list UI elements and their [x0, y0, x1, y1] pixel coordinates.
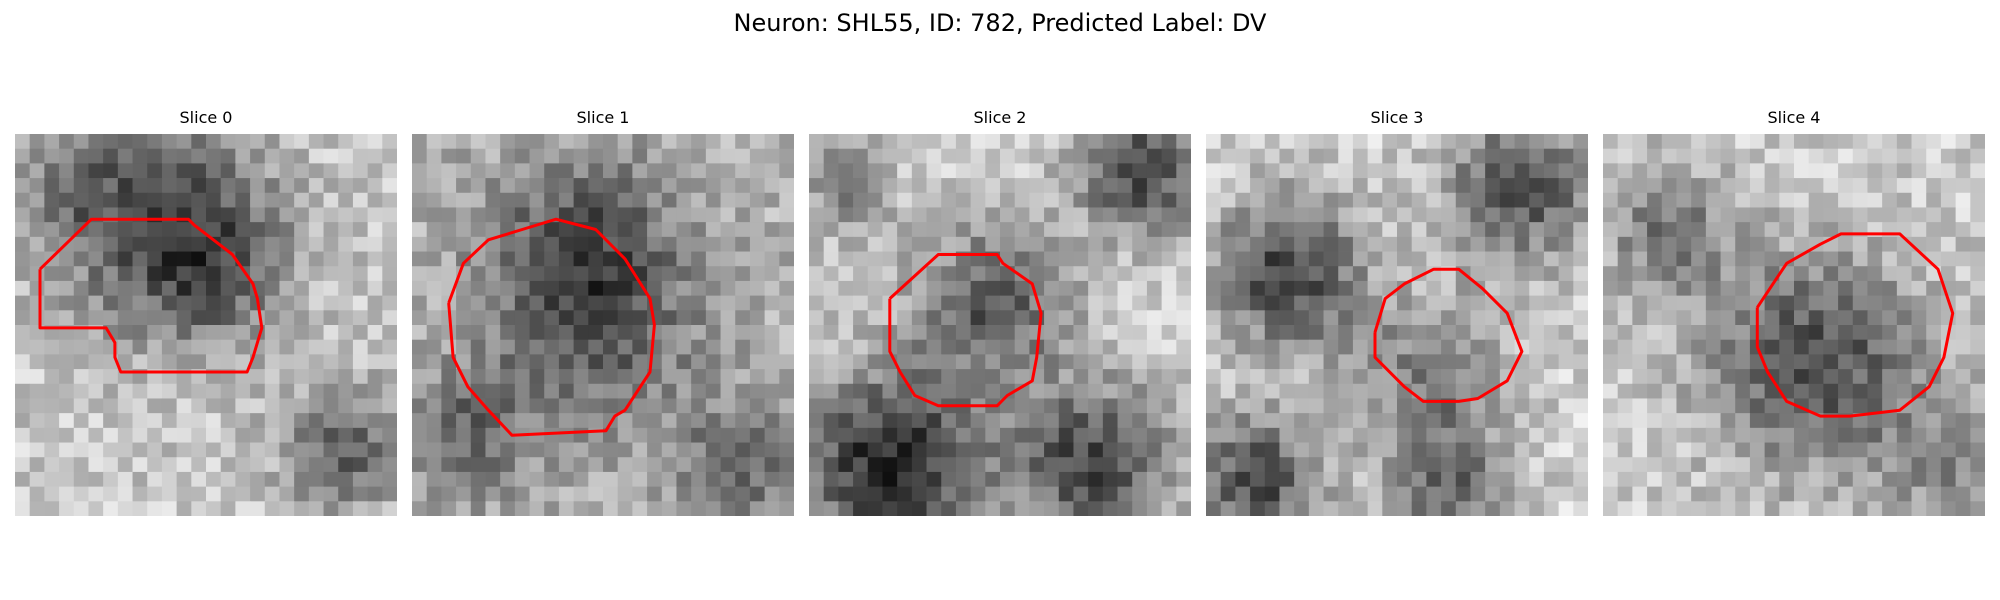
slice-image-0 — [15, 134, 397, 516]
slice-panel-4: Slice 4 — [1603, 108, 1985, 516]
slice-image-4 — [1603, 134, 1985, 516]
slice-panel-0: Slice 0 — [15, 108, 397, 516]
slice-panel-2: Slice 2 — [809, 108, 1191, 516]
slice-image-2 — [809, 134, 1191, 516]
slice-panel-1: Slice 1 — [412, 108, 794, 516]
slice-panel-3: Slice 3 — [1206, 108, 1588, 516]
slice-title-2: Slice 2 — [973, 108, 1027, 127]
segmentation-contour — [447, 217, 656, 437]
segmentation-contour — [888, 253, 1043, 408]
segmentation-contour — [38, 217, 264, 374]
slice-title-4: Slice 4 — [1767, 108, 1821, 127]
slice-image-1 — [412, 134, 794, 516]
slice-title-0: Slice 0 — [179, 108, 233, 127]
figure-title: Neuron: SHL55, ID: 782, Predicted Label:… — [733, 9, 1267, 37]
segmentation-contour — [1373, 267, 1524, 403]
slice-image-3 — [1206, 134, 1588, 516]
slice-title-1: Slice 1 — [576, 108, 630, 127]
slice-title-3: Slice 3 — [1370, 108, 1424, 127]
segmentation-contour — [1755, 232, 1955, 418]
